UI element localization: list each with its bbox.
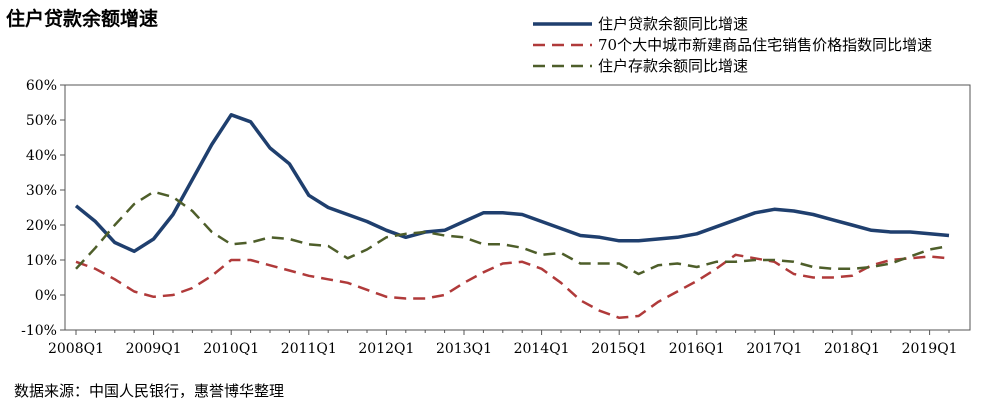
x-tick-label: 2010Q1 bbox=[203, 341, 259, 357]
y-tick-label: 30% bbox=[26, 183, 57, 199]
x-tick-label: 2008Q1 bbox=[48, 341, 104, 357]
y-tick-label: 20% bbox=[26, 218, 57, 234]
x-tick-label: 2016Q1 bbox=[669, 341, 725, 357]
series-line-3 bbox=[75, 190, 950, 276]
legend-label-2: 70个大中城市新建商品住宅销售价格指数同比增速 bbox=[598, 36, 932, 54]
x-tick-label: 2011Q1 bbox=[281, 341, 337, 357]
series-line-2 bbox=[75, 253, 950, 320]
x-tick-label: 2017Q1 bbox=[746, 341, 802, 357]
x-tick-label: 2014Q1 bbox=[514, 341, 570, 357]
chart-series bbox=[74, 113, 950, 320]
y-tick-label: 40% bbox=[26, 148, 57, 164]
legend-label-1: 住户贷款余额同比增速 bbox=[598, 15, 748, 33]
y-tick-label: 60% bbox=[26, 78, 57, 94]
y-tick-label: 0% bbox=[35, 288, 57, 304]
y-tick-label: 10% bbox=[26, 253, 57, 269]
legend-label-3: 住户存款余额同比增速 bbox=[598, 57, 748, 75]
x-tick-label: 2009Q1 bbox=[126, 341, 182, 357]
x-tick-label: 2018Q1 bbox=[824, 341, 880, 357]
series-line-1 bbox=[74, 113, 950, 254]
x-tick-label: 2013Q1 bbox=[436, 341, 492, 357]
chart-legend: 住户贷款余额同比增速 70个大中城市新建商品住宅销售价格指数同比增速住户存款余额同… bbox=[533, 15, 932, 75]
x-tick-label: 2019Q1 bbox=[902, 341, 958, 357]
chart-title: 住户贷款余额增速 bbox=[6, 8, 159, 30]
y-tick-label: -10% bbox=[21, 323, 57, 339]
source-note: 数据来源：中国人民银行，惠誉博华整理 bbox=[14, 382, 285, 400]
x-tick-label: 2012Q1 bbox=[358, 341, 414, 357]
plot-frame bbox=[64, 84, 971, 331]
y-tick-label: 50% bbox=[26, 113, 57, 129]
line-chart: -10% 0% 10% 20% 30% 40% 50% 60% 2008Q1 2009Q1 2010… bbox=[21, 15, 971, 357]
chart-axes: -10% 0% 10% 20% 30% 40% 50% 60% 2008Q1 2009Q1 2010… bbox=[21, 78, 971, 357]
x-tick-label: 2015Q1 bbox=[591, 341, 647, 357]
